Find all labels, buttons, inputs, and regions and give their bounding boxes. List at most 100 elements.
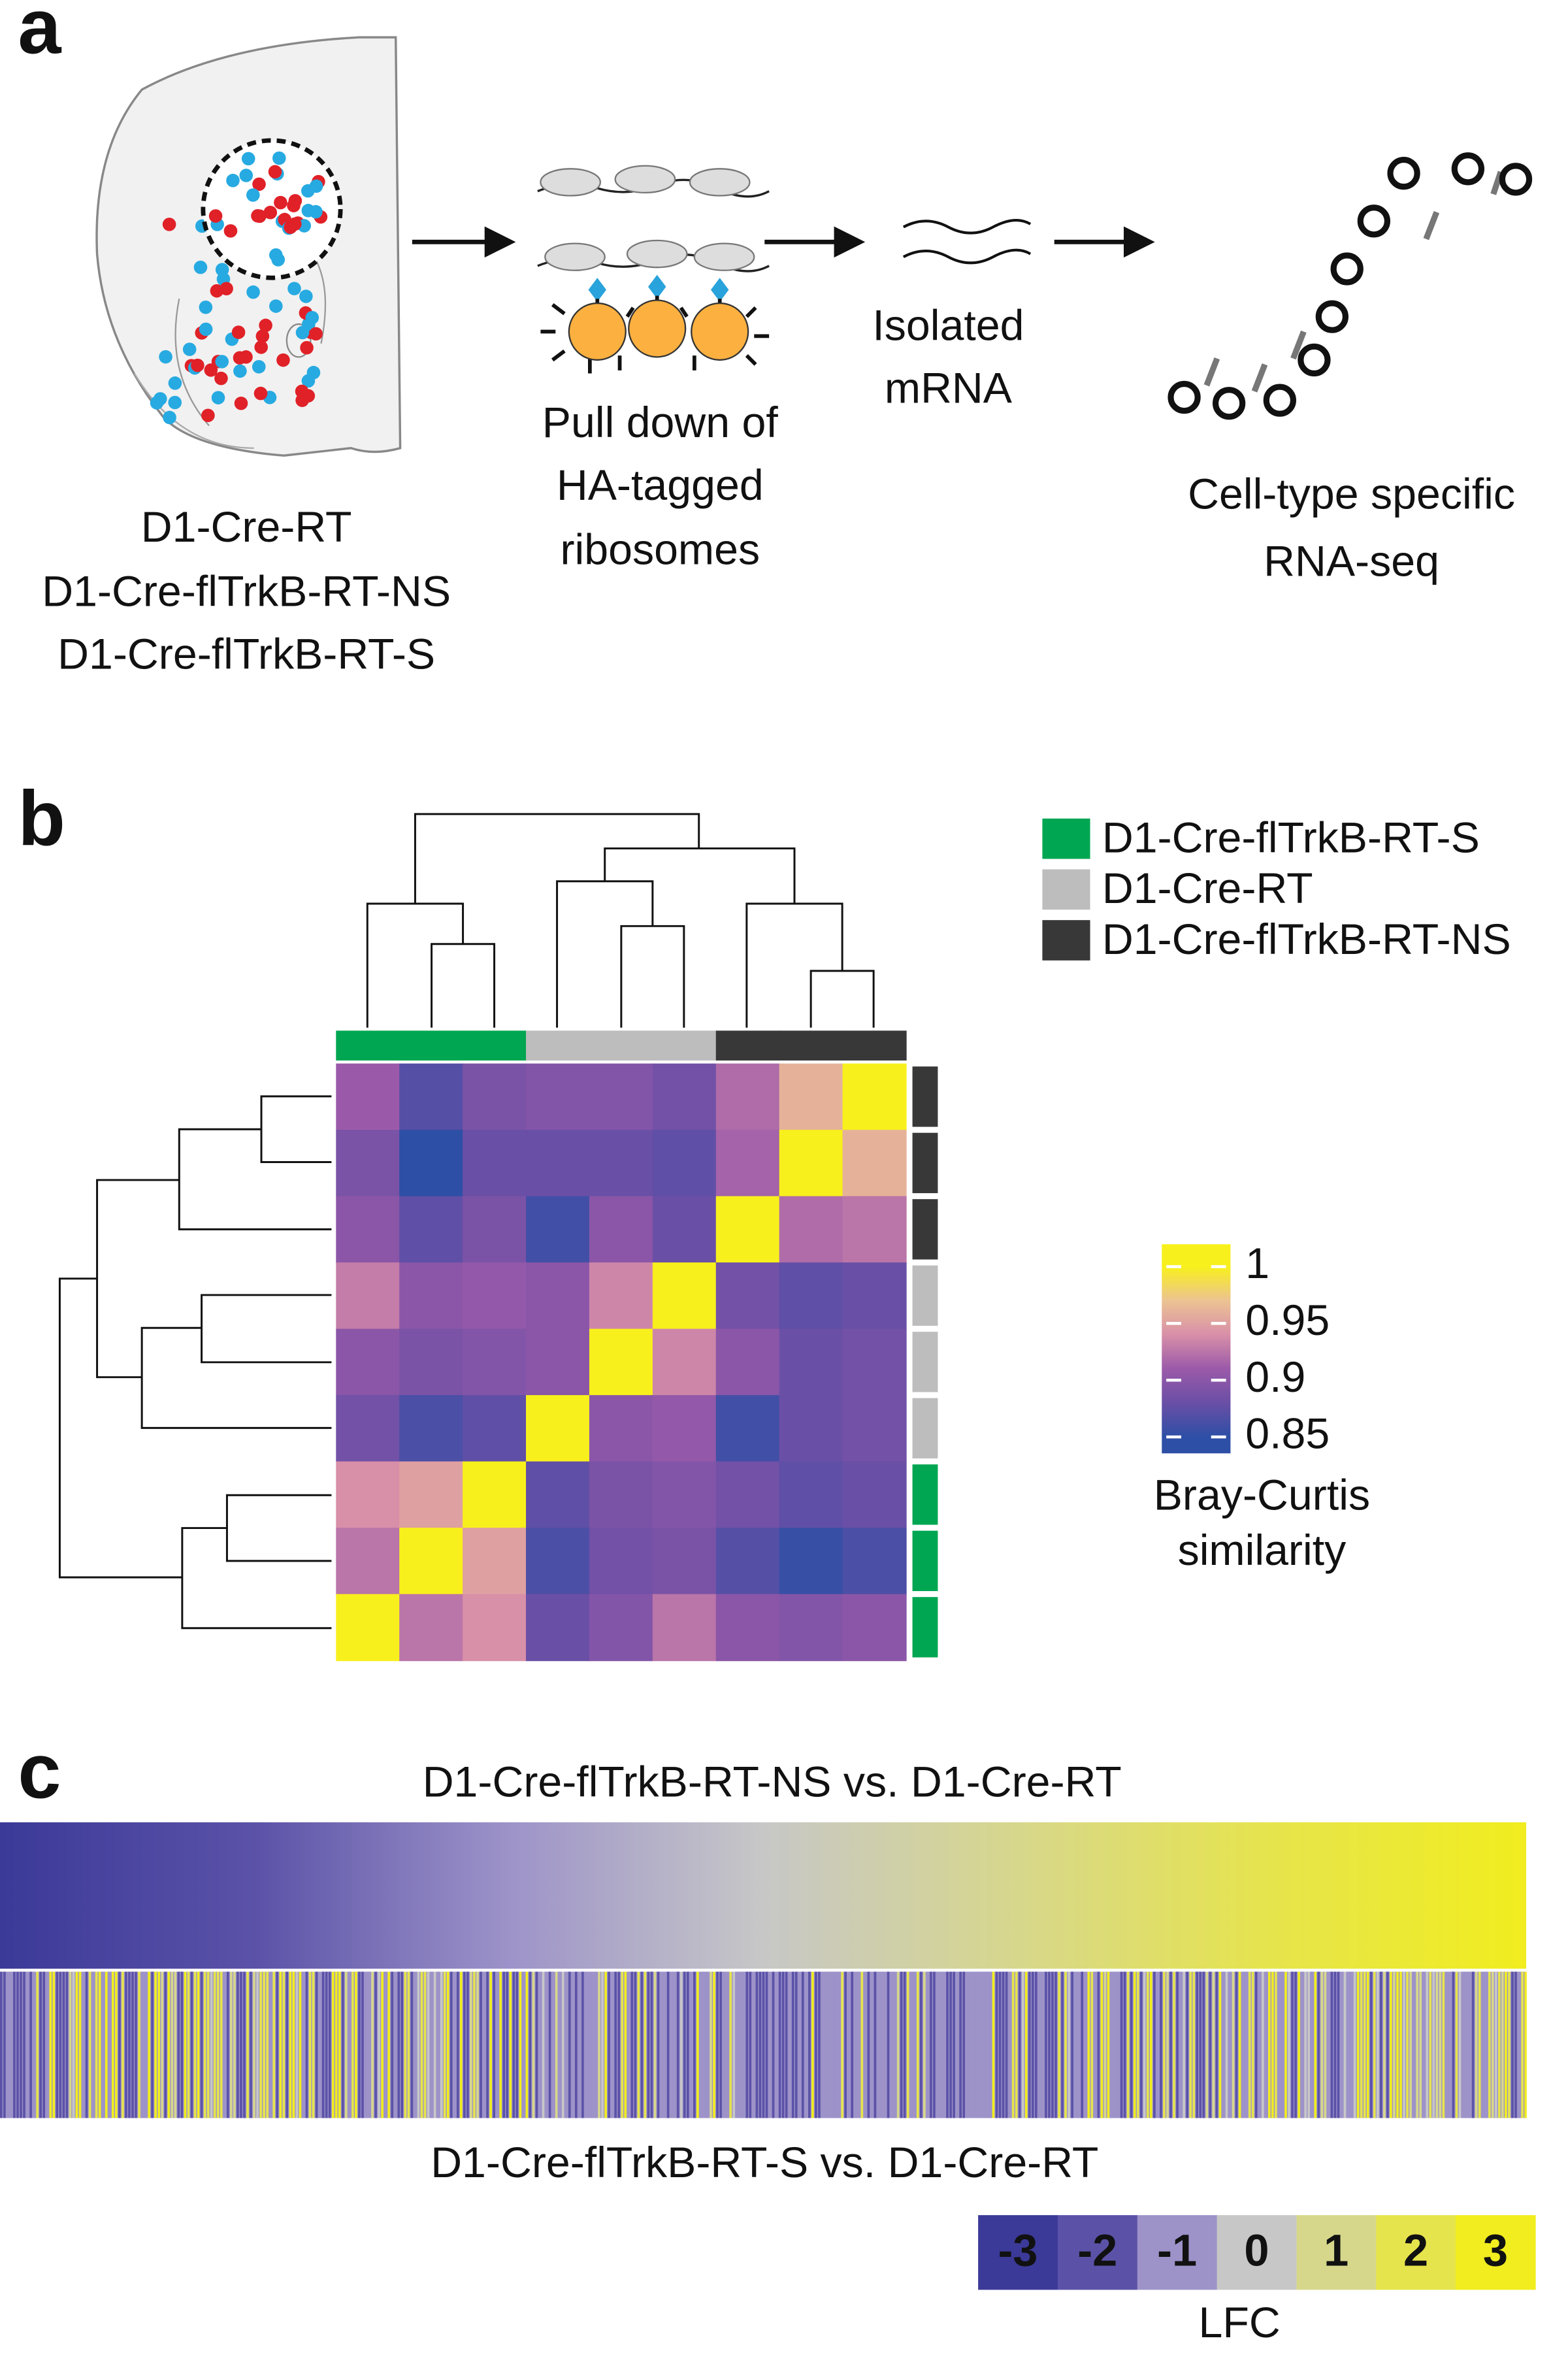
heatmap-cell [652,1063,717,1131]
heatmap-cell [336,1063,400,1131]
heatmap-cell [715,1130,780,1197]
colorbar-tick-label: 1 [1245,1240,1269,1288]
panel-label: c [18,1728,61,1815]
heatmap-cell [463,1594,527,1662]
step-label: Cell-type specific [1188,470,1515,519]
heatmap-cell [336,1196,400,1264]
heatmap-cell [589,1395,653,1462]
step-label: RNA-seq [1264,538,1439,586]
heatmap-cell [399,1594,464,1662]
row-group-bar [912,1199,938,1260]
lfc-value-label: -2 [1077,2226,1117,2276]
heatmap-cell [399,1130,464,1197]
lfc-value-label: 2 [1403,2226,1428,2276]
heatmap-cell [463,1461,527,1529]
lfc-value-label: 3 [1483,2226,1508,2276]
legend-label: D1-Cre-RT [1102,864,1313,913]
column-group-bar [842,1030,907,1061]
column-group-bar [652,1030,717,1061]
heatmap-cell [463,1528,527,1595]
heatmap-cell [842,1395,907,1462]
column-group-bar [779,1030,843,1061]
heatmap-cell [779,1262,843,1330]
lfc-barcode [0,1971,1527,2118]
row-group-bar [912,1066,938,1127]
heatmap-cell [715,1461,780,1529]
heatmap-cell [779,1528,843,1595]
heatmap-cell [399,1328,464,1396]
lfc-value-label: -3 [998,2226,1037,2276]
heatmap-cell [842,1130,907,1197]
colorbar-tick-label: 0.9 [1245,1353,1305,1402]
heatmap-cell [779,1130,843,1197]
heatmap-cell [842,1328,907,1396]
row-group-bar [912,1597,938,1658]
heatmap-cell [463,1262,527,1330]
heatmap-cell [779,1594,843,1662]
lfc-value-label: 1 [1324,2226,1348,2276]
heatmap-cell [652,1528,717,1595]
mouse-line: D1-Cre-RT [141,503,352,551]
colorbar-tick-label: 0.95 [1245,1296,1330,1345]
heatmap-cell [589,1461,653,1529]
heatmap-cell [526,1262,591,1330]
step-label: ribosomes [560,525,760,574]
column-group-bar [526,1030,591,1061]
heatmap-cell [652,1262,717,1330]
heatmap-cell [715,1528,780,1595]
heatmap-cell [336,1130,400,1197]
row-group-bar [912,1464,938,1525]
heatmap-cell [526,1130,591,1197]
heatmap-cell [336,1461,400,1529]
row-group-bar [912,1332,938,1392]
lfc-swatch [1057,2215,1138,2290]
legend-label: D1-Cre-flTrkB-RT-S [1102,814,1480,863]
heatmap-cell [336,1262,400,1330]
mrna-illustration [902,219,1032,265]
heatmap-cell [526,1528,591,1595]
colorbar-gradient [1162,1244,1231,1454]
column-group-bar [463,1030,527,1061]
heatmap-cell [652,1196,717,1264]
lfc-swatch [1137,2215,1218,2290]
legend-swatch [1042,869,1090,910]
heatmap-cell [715,1063,780,1131]
column-group-bar [715,1030,780,1061]
legend-swatch [1042,818,1090,859]
heatmap-cell [842,1528,907,1595]
heatmap-cell [652,1461,717,1529]
heatmap-cell [715,1594,780,1662]
heatmap-cell [526,1395,591,1462]
heatmap-cell [589,1594,653,1662]
heatmap-cell [463,1395,527,1462]
legend-label: D1-Cre-flTrkB-RT-NS [1102,915,1511,964]
heatmap-cell [779,1461,843,1529]
heatmap-cell [589,1328,653,1396]
heatmap-cell [399,1196,464,1264]
heatmap-cell [589,1130,653,1197]
heatmap-cell [589,1528,653,1595]
comparison-label: D1-Cre-flTrkB-RT-S vs. D1-Cre-RT [431,2139,1098,2187]
column-dendrogram [366,813,875,1028]
row-group-bar [912,1530,938,1592]
legend-swatch [1042,920,1090,961]
heatmap-cell [463,1196,527,1264]
heatmap-cell [652,1395,717,1462]
heatmap-cell [842,1262,907,1330]
heatmap-cell [399,1528,464,1595]
lfc-swatch [1217,2215,1298,2290]
brain-illustration [95,36,402,457]
heatmap-cell [715,1328,780,1396]
lfc-swatch [978,2215,1058,2290]
heatmap-cell [336,1594,400,1662]
heatmap-cell [652,1594,717,1662]
arrows [412,226,1155,258]
group-legend: D1-Cre-flTrkB-RT-SD1-Cre-RTD1-Cre-flTrkB… [1042,814,1511,964]
heatmap [336,1030,938,1662]
panel-label: b [18,775,65,862]
heatmap-cell [842,1196,907,1264]
heatmap-cell [589,1196,653,1264]
comparison-label: D1-Cre-flTrkB-RT-NS vs. D1-Cre-RT [423,1758,1122,1806]
